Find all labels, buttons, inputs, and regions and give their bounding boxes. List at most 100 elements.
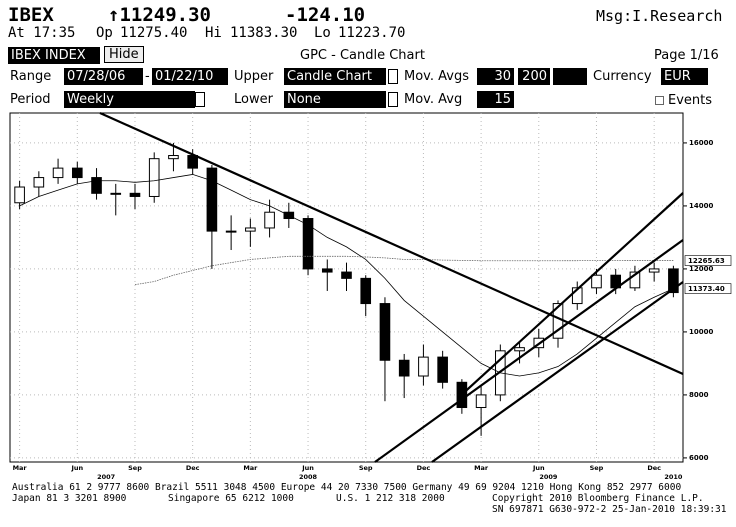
x-tick-label: Sep bbox=[128, 464, 142, 472]
mov-avg-1[interactable]: 30 bbox=[477, 68, 514, 85]
end-date[interactable]: 01/22/10 bbox=[152, 68, 228, 85]
candle-body bbox=[591, 274, 602, 289]
footer-singapore: Singapore 65 6212 1000 bbox=[168, 493, 294, 504]
page-number: Page 1/16 bbox=[654, 48, 719, 63]
candle-body bbox=[71, 167, 83, 179]
year-label: 2010 bbox=[664, 473, 683, 481]
x-tick-label: Mar bbox=[13, 464, 28, 472]
high-label: Hi bbox=[205, 25, 222, 41]
candle-body bbox=[302, 218, 314, 270]
trend-line bbox=[457, 192, 684, 399]
chart-title: GPC - Candle Chart bbox=[300, 48, 425, 63]
dropdown[interactable] bbox=[388, 69, 398, 84]
currency-label: Currency bbox=[593, 69, 652, 84]
trend-line bbox=[374, 239, 684, 463]
year-label: 2009 bbox=[539, 473, 558, 481]
candle-body bbox=[187, 155, 198, 169]
footer-contacts: Australia 61 2 9777 8600 Brazil 5511 304… bbox=[12, 482, 682, 493]
y-tick-label: 12000 bbox=[689, 265, 713, 273]
low: 11223.70 bbox=[338, 25, 406, 41]
candle-body bbox=[14, 186, 25, 204]
mov-avg-2[interactable]: 200 bbox=[518, 68, 550, 85]
y-tick-label: 8000 bbox=[689, 391, 709, 399]
y-tick-label: 6000 bbox=[689, 454, 709, 462]
end-label: 12265.63 bbox=[688, 257, 725, 265]
range-dash: - bbox=[145, 69, 150, 84]
x-tick-label: Mar bbox=[243, 464, 258, 472]
candle-body bbox=[475, 394, 487, 409]
candle-body bbox=[379, 303, 391, 361]
candle-body bbox=[418, 356, 429, 377]
mov-avg-label: Mov. Avg bbox=[404, 92, 463, 107]
x-tick-label: Sep bbox=[590, 464, 604, 472]
msg: Msg:I.Research bbox=[596, 7, 723, 25]
currency[interactable]: EUR bbox=[661, 68, 708, 85]
candle-body bbox=[648, 268, 660, 273]
candle-body bbox=[168, 155, 179, 160]
candle-body bbox=[571, 287, 583, 305]
footer-copyright: Copyright 2010 Bloomberg Finance L.P. bbox=[492, 493, 704, 504]
events-checkbox[interactable] bbox=[655, 96, 664, 105]
x-tick-label: Dec bbox=[417, 464, 431, 472]
ticker: IBEX INDEX bbox=[8, 47, 100, 64]
candle-body bbox=[264, 211, 275, 229]
mov-avg-lower[interactable]: 15 bbox=[477, 91, 514, 108]
end-label-box bbox=[684, 255, 732, 266]
y-tick-label: 14000 bbox=[689, 202, 713, 210]
symbol: IBEX bbox=[8, 4, 54, 26]
hide-button[interactable]: Hide bbox=[104, 46, 144, 63]
candle-body bbox=[33, 177, 45, 188]
candle-body bbox=[360, 277, 372, 305]
candle-body bbox=[91, 177, 102, 194]
candle-body bbox=[206, 167, 218, 232]
trend-line bbox=[431, 281, 684, 463]
events-label: Events bbox=[668, 93, 713, 108]
year-label: 2007 bbox=[97, 473, 115, 481]
lower-label: Lower bbox=[234, 92, 273, 107]
moving-average bbox=[19, 174, 674, 377]
x-tick-label: Mar bbox=[474, 464, 489, 472]
upper-label: Upper bbox=[234, 69, 274, 84]
x-tick-label: Jun bbox=[532, 464, 545, 472]
upper-select[interactable]: Candle Chart bbox=[284, 68, 386, 85]
year-label: 2008 bbox=[299, 473, 318, 481]
x-tick-label: Dec bbox=[186, 464, 200, 472]
x-tick-label: Jun bbox=[301, 464, 314, 472]
dropdown[interactable] bbox=[388, 92, 398, 107]
candle-body bbox=[129, 192, 141, 197]
candle-body bbox=[225, 230, 237, 233]
trend-lines bbox=[99, 111, 684, 463]
candle-body bbox=[245, 227, 256, 232]
range-label: Range bbox=[10, 69, 52, 84]
high: 11383.30 bbox=[230, 25, 298, 41]
end-label-box bbox=[684, 283, 732, 294]
period-label: Period bbox=[10, 92, 51, 107]
candle-body bbox=[341, 271, 352, 279]
end-label: 11373.40 bbox=[688, 285, 725, 293]
chart: 6000 8000 10000 12000 14000 16000 Mar Jun Sep Dec… bbox=[9, 111, 732, 481]
open-label: Op bbox=[96, 25, 113, 41]
lower-select[interactable]: None bbox=[284, 91, 386, 108]
candle-body bbox=[437, 356, 448, 383]
mov-avgs-label: Mov. Avgs bbox=[404, 69, 469, 84]
footer-us: U.S. 1 212 318 2000 bbox=[336, 493, 445, 504]
footer-japan: Japan 81 3 3201 8900 bbox=[12, 493, 127, 504]
footer-sn: SN 697871 G630-972-2 25-Jan-2010 18:39:3… bbox=[492, 504, 727, 515]
time: At 17:35 bbox=[8, 25, 76, 41]
mov-avg-3[interactable] bbox=[553, 68, 587, 85]
last-price: ↑11249.30 bbox=[108, 4, 211, 26]
candle-body bbox=[321, 268, 333, 273]
x-tick-label: Jun bbox=[70, 464, 83, 472]
low-label: Lo bbox=[314, 25, 331, 41]
start-date[interactable]: 07/28/06 bbox=[64, 68, 143, 85]
y-tick-label: 16000 bbox=[689, 139, 713, 147]
open: 11275.40 bbox=[120, 25, 188, 41]
y-tick-label: 10000 bbox=[689, 328, 713, 336]
period-select[interactable]: Weekly bbox=[64, 91, 195, 108]
dropdown[interactable] bbox=[195, 92, 205, 107]
candle-body bbox=[398, 359, 410, 377]
change: -124.10 bbox=[285, 4, 366, 26]
x-tick-label: Sep bbox=[359, 464, 373, 472]
candle-body bbox=[148, 158, 160, 197]
